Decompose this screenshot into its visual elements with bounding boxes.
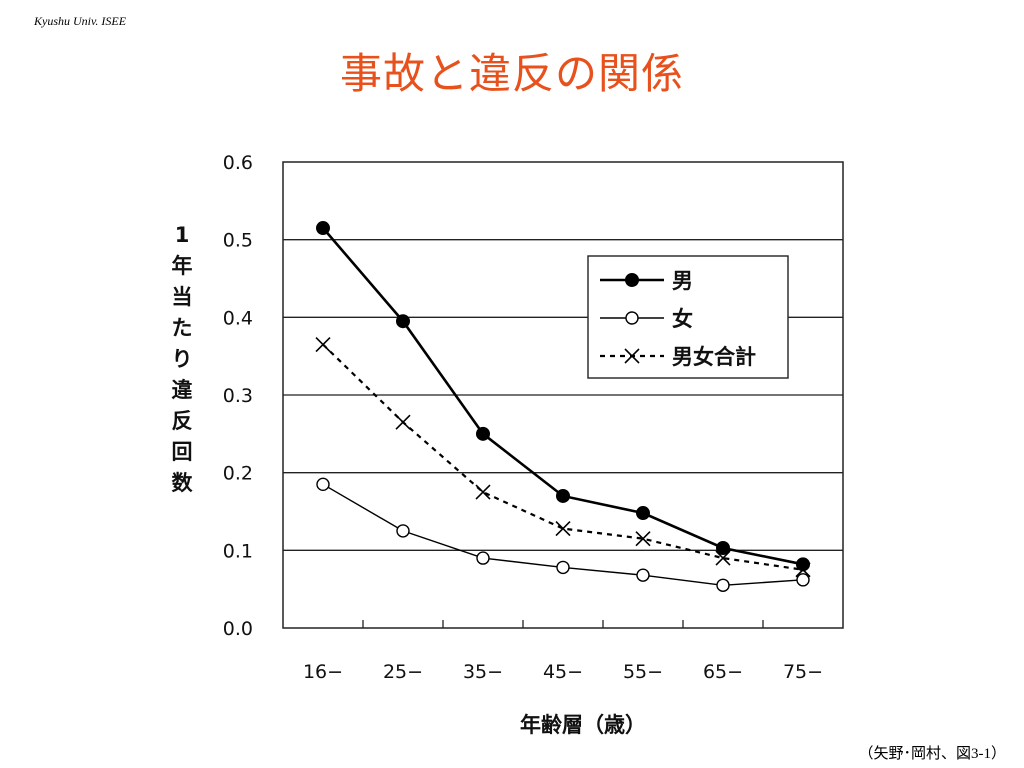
data-point: [396, 524, 410, 538]
legend-label: 女: [672, 307, 693, 331]
data-point-stroke: [635, 531, 651, 547]
data-point: [716, 541, 730, 556]
x-tick-label: 55−: [623, 661, 663, 683]
data-point: [635, 531, 651, 547]
data-point-stroke: [715, 550, 731, 566]
data-point-stroke: [555, 521, 571, 537]
x-tick-label: 16−: [303, 661, 343, 683]
data-point: [315, 336, 331, 353]
y-axis-title-char: た: [172, 316, 193, 340]
x-tick-label: 25−: [383, 661, 423, 683]
data-point: [316, 221, 330, 236]
data-point: [476, 426, 490, 441]
slide-title: 事故と違反の関係: [339, 49, 684, 98]
data-point-stroke: [795, 562, 811, 578]
y-tick-label: 0.2: [223, 463, 253, 485]
data-point: [555, 521, 571, 537]
y-axis-title-char: 回: [172, 440, 193, 464]
data-point: [395, 414, 411, 430]
y-tick-label: 0.6: [223, 152, 253, 174]
data-point: [625, 273, 639, 287]
x-tick-label: 35−: [463, 661, 503, 683]
x-tick-label: 75−: [783, 661, 823, 683]
data-point: [625, 311, 639, 325]
y-tick-label: 0.0: [223, 618, 253, 640]
data-point: [636, 506, 650, 521]
data-point: [715, 550, 731, 566]
data-point: [716, 578, 730, 592]
data-point: [636, 568, 650, 582]
data-point: [396, 314, 410, 329]
data-point-stroke: [395, 414, 411, 430]
y-tick-label: 0.4: [223, 307, 253, 329]
data-point-stroke: [315, 336, 331, 353]
x-tick-label: 45−: [543, 661, 583, 683]
y-axis-title-char: 違: [172, 378, 193, 402]
header-tag: Kyushu Univ. ISEE: [34, 14, 127, 28]
data-point: [796, 573, 810, 587]
x-tick-label: 65−: [703, 661, 743, 683]
data-point: [624, 348, 640, 364]
legend-box: [587, 255, 789, 379]
x-axis-title: 年齢層（歳）: [520, 713, 646, 737]
data-point: [795, 562, 811, 578]
data-point: [475, 484, 491, 500]
data-point-stroke: [475, 484, 491, 500]
y-axis-title-char: り: [172, 347, 193, 371]
y-tick-label: 0.3: [223, 385, 253, 407]
y-tick-label: 0.1: [223, 540, 253, 562]
y-axis-title-char: 当: [172, 285, 193, 309]
y-axis-title-char: 反: [172, 409, 193, 433]
y-tick-label: 0.5: [223, 230, 253, 252]
y-axis-title-char: 年: [172, 254, 193, 278]
data-point: [556, 560, 570, 575]
data-point-stroke: [624, 348, 640, 364]
y-axis-title-char: 1: [175, 223, 190, 247]
citation: （矢野･岡村、図3-1）: [858, 746, 1007, 762]
data-point: [316, 477, 330, 492]
legend-label: 男女合計: [672, 345, 756, 369]
data-point: [556, 488, 570, 503]
legend-label: 男: [672, 269, 693, 293]
y-axis-title-char: 数: [172, 471, 194, 495]
data-point: [476, 551, 490, 565]
